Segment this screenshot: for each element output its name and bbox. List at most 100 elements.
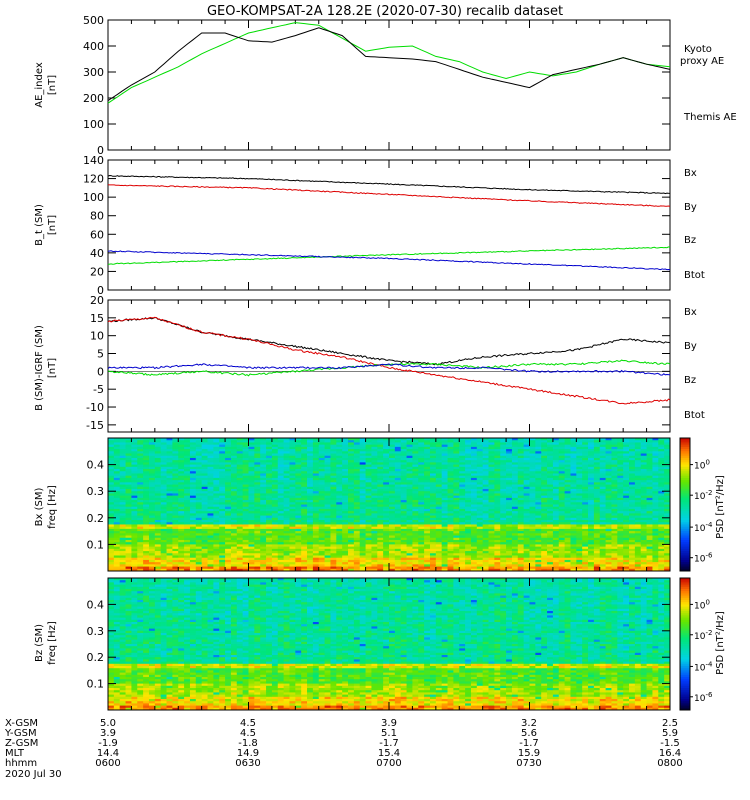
spectrogram-cell <box>324 564 331 567</box>
spectrogram-cell <box>213 482 220 485</box>
spectrogram-cell <box>108 460 115 463</box>
spectrogram-cell <box>336 444 343 448</box>
spectrogram-cell <box>213 517 220 521</box>
spectrogram-cell <box>295 528 302 532</box>
spectrogram-cell <box>266 453 273 457</box>
spectrogram-cell <box>307 559 314 563</box>
ysublabel-bx-spec: freq [Hz] <box>47 485 58 529</box>
spectrogram-cell <box>160 515 167 519</box>
spectrogram-cell <box>277 522 285 525</box>
spectrogram-cell <box>453 469 460 472</box>
spectrogram-cell <box>441 502 448 505</box>
spectrogram-cell <box>201 446 208 450</box>
spectrogram-cell <box>108 502 115 505</box>
spectrogram-cell <box>394 451 402 454</box>
spectrogram-cell <box>189 537 197 541</box>
spectrogram-cell <box>312 559 320 563</box>
spectrogram-cell <box>418 460 425 463</box>
spectrogram-cell <box>172 495 179 499</box>
spectrogram-cell <box>312 520 320 523</box>
spectrogram-cell <box>307 469 314 472</box>
spectrogram-cell <box>353 528 361 532</box>
spectrogram-cell <box>394 528 402 532</box>
spectrogram-cell <box>143 473 150 477</box>
spectrogram-cell <box>271 515 279 519</box>
spectrogram-cell <box>447 486 454 490</box>
spectrogram-cell <box>412 566 419 570</box>
spectrogram-cell <box>213 486 220 490</box>
spectrogram-cell <box>195 522 203 525</box>
spectrogram-cell <box>318 546 325 550</box>
spectrogram-cell <box>178 500 185 503</box>
spectrogram-cell <box>365 542 372 545</box>
spectrogram-cell <box>359 568 366 572</box>
spectrogram-cell <box>342 564 349 567</box>
spectrogram-cell <box>201 513 208 516</box>
spectrogram-cell <box>248 495 255 499</box>
spectrogram-cell <box>119 451 126 454</box>
spectrogram-cell <box>307 555 314 559</box>
spectrogram-cell <box>383 537 390 541</box>
spectrogram-cell <box>178 460 185 463</box>
spectrogram-cell <box>160 493 167 497</box>
spectrogram-cell <box>266 486 273 490</box>
spectrogram-cell <box>389 460 396 463</box>
spectrogram-cell <box>312 544 320 548</box>
spectrogram-cell <box>441 553 448 556</box>
spectrogram-cell <box>353 544 361 548</box>
spectrogram-cell <box>131 546 138 550</box>
spectrogram-cell <box>359 488 366 492</box>
spectrogram-cell <box>435 502 443 505</box>
spectrogram-cell <box>348 488 355 492</box>
spectrogram-cell <box>301 511 308 514</box>
spectrogram-cell <box>453 480 460 483</box>
spectrogram-cell <box>295 508 302 512</box>
spectrogram-cell <box>172 438 179 441</box>
spectrogram-cell <box>394 535 402 539</box>
spectrogram-cell <box>307 500 314 503</box>
spectrogram-cell <box>113 531 121 534</box>
spectrogram-cell <box>242 513 249 516</box>
spectrogram-cell <box>330 497 337 501</box>
spectrogram-cell <box>330 511 337 514</box>
spectrogram-cell <box>336 482 343 485</box>
spectrogram-cell <box>283 551 290 554</box>
spectrogram-cell <box>289 484 296 488</box>
spectrogram-cell <box>271 464 279 468</box>
spectrogram-cell <box>470 484 478 488</box>
spectrogram-cell <box>189 442 197 446</box>
spectrogram-cell <box>154 524 162 528</box>
spectrogram-cell <box>271 473 279 477</box>
spectrogram-cell <box>330 548 337 552</box>
spectrogram-cell <box>459 511 466 514</box>
spectrogram-cell <box>219 537 226 541</box>
spectrogram-cell <box>441 526 448 530</box>
spectrogram-cell <box>301 480 308 483</box>
spectrogram-cell <box>330 466 337 470</box>
spectrogram-cell <box>312 457 320 461</box>
spectrogram-cell <box>154 442 162 446</box>
legend-kyoto: Kyoto <box>684 44 712 55</box>
spectrogram-cell <box>242 559 249 563</box>
spectrogram-cell <box>125 528 132 532</box>
spectrogram-cell <box>260 457 267 461</box>
spectrogram-cell <box>435 491 443 494</box>
spectrogram-cell <box>465 517 472 521</box>
spectrogram-cell <box>453 493 460 497</box>
spectrogram-cell <box>108 544 115 548</box>
spectrogram-cell <box>400 513 407 516</box>
spectrogram-cell <box>295 486 302 490</box>
spectrogram-cell <box>353 504 361 508</box>
spectrogram-cell <box>230 471 238 474</box>
spectrogram-cell <box>307 508 314 512</box>
spectrogram-cell <box>453 438 460 441</box>
spectrogram-cell <box>406 546 413 550</box>
spectrogram-cell <box>429 486 437 490</box>
spectrogram-cell <box>418 471 425 474</box>
spectrogram-cell <box>418 500 425 503</box>
spectrogram-cell <box>383 511 390 514</box>
spectrogram-cell <box>184 557 191 561</box>
spectrogram-cell <box>213 455 220 459</box>
spectrogram-cell <box>119 460 126 463</box>
spectrogram-cell <box>389 462 396 465</box>
